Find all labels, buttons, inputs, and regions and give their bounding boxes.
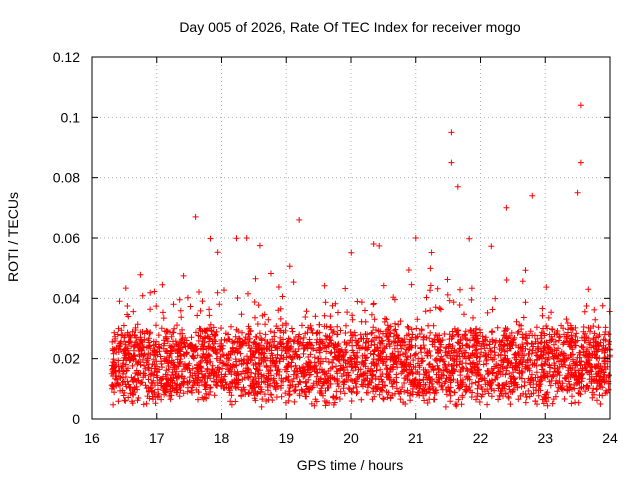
y-tick-label: 0.06 (53, 230, 80, 246)
x-tick-label: 22 (473, 430, 489, 446)
x-tick-label: 23 (537, 430, 553, 446)
x-tick-label: 20 (343, 430, 359, 446)
y-tick-label: 0.02 (53, 351, 80, 367)
y-tick-label: 0.12 (53, 49, 80, 65)
x-tick-label: 21 (408, 430, 424, 446)
y-tick-label: 0 (72, 411, 80, 427)
y-tick-label: 0.1 (61, 109, 81, 125)
x-tick-label: 16 (84, 430, 100, 446)
x-tick-label: 24 (602, 430, 618, 446)
x-axis-label: GPS time / hours (297, 457, 404, 473)
y-tick-label: 0.08 (53, 170, 80, 186)
y-axis-label: ROTI / TECUs (5, 192, 21, 282)
x-tick-label: 17 (149, 430, 165, 446)
roti-series-markers (108, 102, 613, 410)
chart-title: Day 005 of 2026, Rate Of TEC Index for r… (179, 19, 521, 35)
y-tick-label: 0.04 (53, 290, 80, 306)
axis-ticks: 16 17 18 19 20 21 22 23 24 0 0.02 0.04 0.06 0.08 0.1 0.… (53, 49, 618, 446)
x-tick-label: 19 (278, 430, 294, 446)
x-tick-label: 18 (214, 430, 230, 446)
data-points (108, 102, 613, 410)
